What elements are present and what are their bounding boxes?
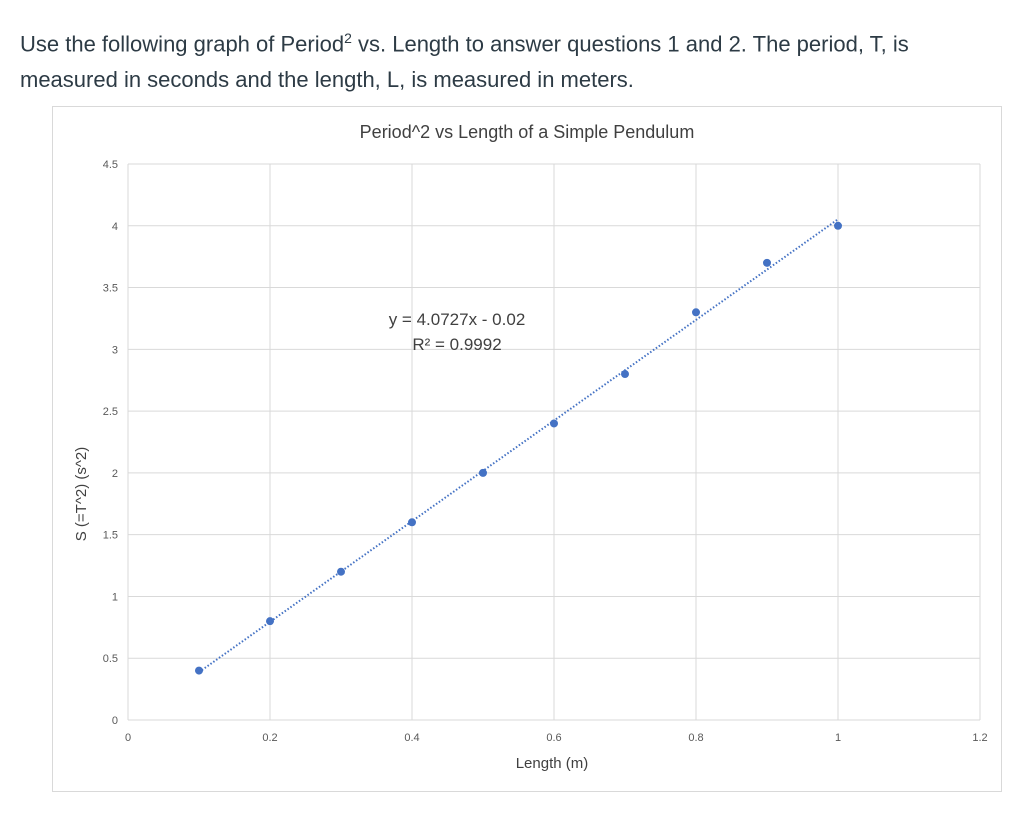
trendline-group [198, 218, 839, 673]
y-tick-label: 2.5 [103, 406, 118, 418]
x-tick-labels: 0 0.2 0.4 0.6 0.8 1 1.2 [125, 732, 988, 744]
y-tick-labels: 0 0.5 1 1.5 2 2.5 3 3.5 4 4.5 [103, 159, 118, 727]
y-tick-label: 0 [112, 715, 118, 727]
superscript-2: 2 [344, 30, 352, 46]
question-line1-prefix: Use the following graph of Period [20, 31, 345, 57]
x-tick-label: 0.2 [262, 732, 277, 744]
y-tick-label: 1.5 [103, 530, 118, 542]
x-tick-label: 1 [835, 732, 841, 744]
x-tick-label: 0.6 [546, 732, 561, 744]
question-text: Use the following graph of Period2 vs. L… [20, 20, 1010, 98]
data-point [195, 666, 203, 675]
data-point [763, 258, 771, 267]
y-tick-label: 3 [112, 344, 118, 356]
y-tick-label: 0.5 [103, 653, 118, 665]
y-tick-label: 4 [112, 221, 118, 233]
y-tick-label: 3.5 [103, 283, 118, 295]
data-point [479, 468, 487, 477]
question-line2: measured in seconds and the length, L, i… [20, 67, 634, 93]
data-point [621, 370, 629, 379]
x-tick-label: 0 [125, 732, 131, 744]
question-line1-suffix: vs. Length to answer questions 1 and 2. … [351, 31, 909, 57]
x-tick-label: 1.2 [972, 732, 987, 744]
data-point [337, 567, 345, 576]
data-point [408, 518, 416, 527]
x-tick-label: 0.8 [688, 732, 703, 744]
data-point [266, 617, 274, 626]
data-points [195, 221, 842, 675]
trendline [198, 218, 839, 673]
y-tick-label: 4.5 [103, 159, 118, 171]
gridlines [127, 163, 981, 721]
trendline-equation: y = 4.0727x - 0.02 [389, 310, 526, 329]
scatter-chart: 0 0.2 0.4 0.6 0.8 1 1.2 0 0.5 1 1.5 2 2.5 3 3.5 4 4.5 P… [73, 122, 988, 772]
x-axis-title: Length (m) [516, 755, 589, 772]
data-point [834, 221, 842, 230]
data-point [692, 308, 700, 317]
y-axis-title: S (=T^2) (s^2) [73, 447, 90, 542]
x-tick-label: 0.4 [404, 732, 419, 744]
chart-title: Period^2 vs Length of a Simple Pendulum [360, 122, 695, 142]
y-tick-label: 2 [112, 468, 118, 480]
trendline-r2: R² = 0.9992 [412, 335, 501, 354]
data-point [550, 419, 558, 428]
chart-frame [52, 106, 1002, 792]
y-tick-label: 1 [112, 591, 118, 603]
